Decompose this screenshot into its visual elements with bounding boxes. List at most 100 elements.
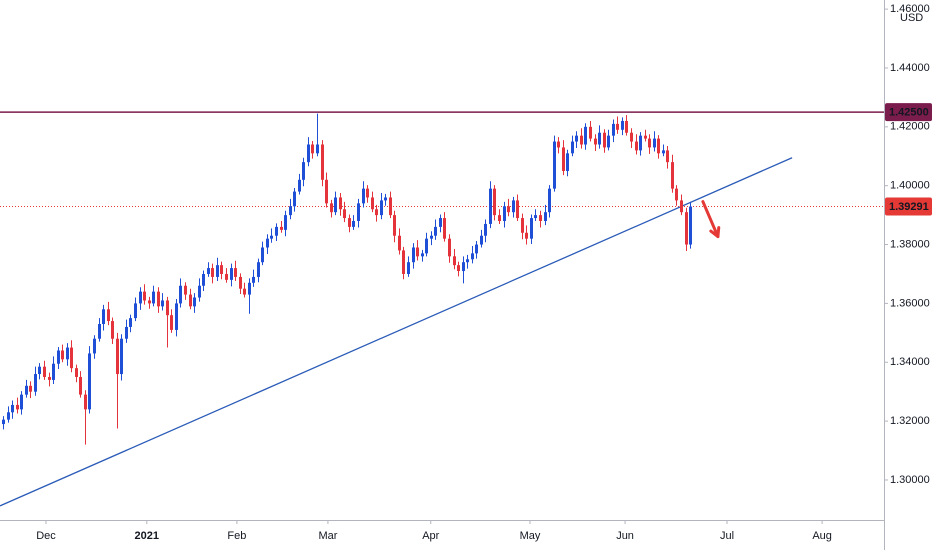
level-price-box (885, 103, 932, 122)
candle-body (111, 321, 114, 339)
candle-body (234, 268, 237, 277)
candle-body (184, 285, 187, 295)
candle-body (284, 215, 287, 230)
x-tick-label: Mar (318, 530, 337, 542)
candle-body (29, 385, 32, 392)
candle-body (507, 206, 510, 213)
candle-body (389, 197, 392, 216)
candle-body (211, 268, 214, 277)
candle-body (580, 135, 583, 145)
candle-body (539, 215, 542, 222)
candle-body (207, 268, 210, 274)
candle-body (398, 235, 401, 251)
x-tick-label: Aug (812, 530, 832, 542)
candle-body (275, 226, 278, 236)
candle-body (120, 338, 123, 375)
candle-body (575, 135, 578, 142)
candle-body (175, 303, 178, 330)
candle-body (366, 188, 369, 198)
candle-body (653, 138, 656, 148)
candle-body (34, 374, 37, 392)
candle-body (352, 221, 355, 227)
candle-body (548, 188, 551, 213)
candle-body (52, 363, 55, 380)
candle-body (671, 162, 674, 189)
candle-body (639, 135, 642, 151)
candle-body (544, 212, 547, 222)
candle-body (84, 394, 87, 410)
candle-body (16, 404, 19, 410)
candle-body (193, 297, 196, 307)
candle-body (11, 404, 14, 413)
candle-body (293, 191, 296, 207)
candle-body (243, 288, 246, 295)
candle-body (316, 144, 319, 154)
x-tick-label: Dec (36, 530, 56, 542)
candle-body (557, 141, 560, 148)
candle-body (416, 247, 419, 257)
candle-body (530, 218, 533, 239)
candle-body (666, 150, 669, 163)
candle-body (407, 262, 410, 274)
candle-body (484, 223, 487, 236)
y-tick-label: 1.42000 (890, 121, 930, 133)
candle-body (412, 247, 415, 263)
candle-body (102, 309, 105, 325)
candle-body (357, 203, 360, 222)
candle-body (311, 144, 314, 154)
candle-body (603, 132, 606, 148)
candle-body (93, 338, 96, 354)
candle-body (589, 126, 592, 139)
level-price-box-label: 1.42500 (889, 107, 929, 119)
candle-body (20, 394, 23, 410)
candle-body (393, 215, 396, 236)
candle-body (248, 282, 251, 295)
y-tick-label: 1.36000 (890, 297, 930, 309)
candle-body (512, 200, 515, 213)
candle-body (25, 385, 28, 395)
candle-body (134, 303, 137, 319)
candle-body (621, 120, 624, 130)
candle-body (348, 218, 351, 227)
candle-body (562, 147, 565, 171)
candle-body (493, 188, 496, 216)
candle-body (198, 285, 201, 298)
last-price-box (885, 197, 932, 216)
candle-body (475, 244, 478, 254)
candle-body (57, 350, 60, 364)
candle-body (270, 235, 273, 239)
candle-body (362, 188, 365, 204)
candle-body (43, 366, 46, 377)
candle-body (498, 215, 501, 222)
candle-body (680, 200, 683, 213)
candle-body (434, 226, 437, 236)
candle-body (534, 215, 537, 219)
y-tick-label: 1.34000 (890, 356, 930, 368)
candle-body (239, 276, 242, 289)
candle-body (330, 203, 333, 213)
candle-body (107, 309, 110, 322)
candle-body (675, 188, 678, 201)
candle-body (439, 218, 442, 227)
candle-body (307, 144, 310, 163)
candle-body (480, 235, 483, 245)
candle-body (88, 353, 91, 410)
y-tick-label: 1.44000 (890, 62, 930, 74)
candle-body (266, 238, 269, 248)
candle-body (443, 218, 446, 239)
candle-body (298, 179, 301, 192)
y-tick-label: 1.30000 (890, 474, 930, 486)
candle-body (98, 324, 101, 339)
x-tick-label: Jul (720, 530, 734, 542)
candle-body (471, 253, 474, 260)
candle-body (152, 291, 155, 304)
candle-body (116, 338, 119, 375)
currency-label: USD (900, 12, 923, 24)
candle-body (79, 376, 82, 395)
candle-body (448, 238, 451, 257)
candle-body (689, 206, 692, 245)
candle-body (38, 366, 41, 375)
candle-body (220, 265, 223, 274)
candle-body (129, 318, 132, 327)
